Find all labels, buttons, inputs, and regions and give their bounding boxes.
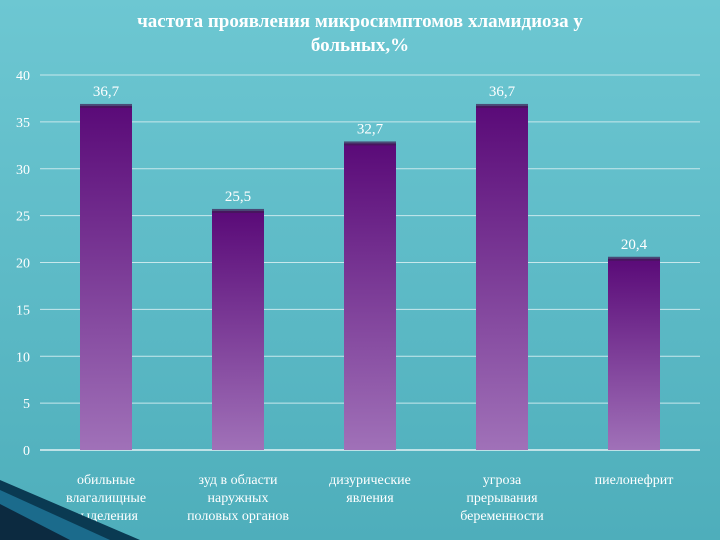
data-label: 32,7	[357, 121, 384, 137]
x-category-label: зуд в области наружных половых органов	[187, 473, 289, 524]
bar-cap	[344, 141, 396, 146]
x-category-label: угроза прерывания беременности	[460, 473, 544, 524]
y-tick-label: 35	[16, 116, 30, 131]
y-tick-label: 25	[16, 210, 30, 225]
y-tick-label: 40	[16, 69, 30, 84]
corner-decoration	[0, 480, 140, 540]
y-tick-label: 10	[16, 350, 30, 365]
bar	[476, 105, 528, 450]
bar-cap	[80, 103, 132, 108]
y-tick-label: 0	[23, 444, 30, 459]
y-tick-label: 15	[16, 303, 30, 318]
bars-layer	[80, 103, 660, 450]
chart-title: частота проявления микросимптомов хламид…	[137, 11, 583, 56]
x-category-label: дизурические явления	[329, 473, 411, 506]
bar	[212, 210, 264, 450]
x-category-label: пиелонефрит	[595, 473, 674, 488]
labels-layer: 0 5 10 15 20 25 30 35 40 36,7 обильные влагалищные в…	[16, 69, 673, 524]
bar	[80, 105, 132, 450]
y-tick-label: 30	[16, 163, 30, 178]
bar-cap	[476, 103, 528, 108]
y-tick-label: 20	[16, 257, 30, 272]
bar	[344, 143, 396, 450]
x-category-label: обильные влагалищные выделения	[66, 473, 146, 524]
data-label: 20,4	[621, 237, 648, 253]
bar-cap	[608, 256, 660, 261]
y-tick-label: 5	[23, 397, 30, 412]
bar	[608, 258, 660, 450]
data-label: 25,5	[225, 189, 251, 205]
data-label: 36,7	[489, 84, 516, 100]
bar-cap	[212, 208, 264, 213]
data-label: 36,7	[93, 84, 120, 100]
